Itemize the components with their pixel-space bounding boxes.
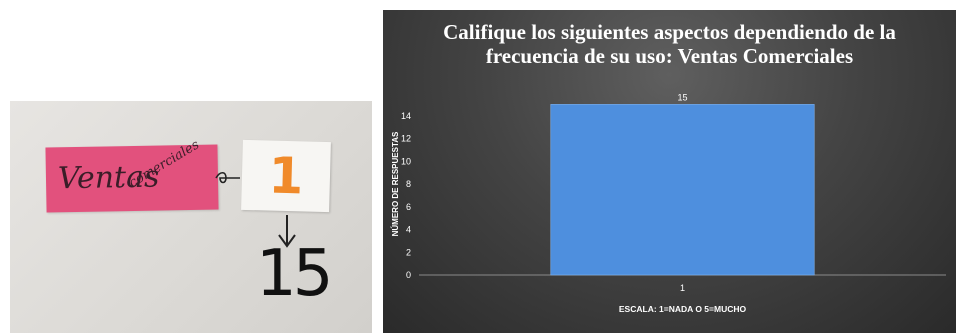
bar-data-label: 15 bbox=[677, 92, 687, 102]
bar bbox=[550, 104, 815, 276]
y-tick-label: 0 bbox=[406, 270, 411, 280]
chart-title: Califique los siguientes aspectos depend… bbox=[443, 20, 896, 68]
handwritten-count: 15 bbox=[256, 237, 333, 311]
y-tick-label: 6 bbox=[406, 202, 411, 212]
bar-chart: 0 2 4 6 8 10 12 14 15 1 ESCALA: 1=NADA O 5=MUCHO NÚ… bbox=[391, 92, 946, 314]
loop-connector-icon bbox=[215, 171, 240, 184]
scale-number-card: 1 bbox=[241, 139, 331, 213]
y-tick-label: 4 bbox=[406, 225, 411, 235]
y-tick-label: 14 bbox=[401, 111, 411, 121]
card-number: 1 bbox=[267, 146, 305, 206]
x-tick-label: 1 bbox=[680, 283, 685, 293]
x-axis-title: ESCALA: 1=NADA O 5=MUCHO bbox=[619, 304, 747, 314]
bar-chart-panel: Califique los siguientes aspectos depend… bbox=[383, 10, 956, 333]
down-arrow-icon bbox=[278, 215, 296, 248]
y-tick-label: 2 bbox=[406, 247, 411, 257]
y-tick-label: 10 bbox=[401, 156, 411, 166]
y-tick-label: 12 bbox=[401, 134, 411, 144]
handwritten-cards-photo: Ventas comerciales 1 15 bbox=[10, 101, 372, 333]
pink-category-card: Ventas comerciales bbox=[45, 137, 219, 213]
y-axis-title: NÚMERO DE RESPUESTAS bbox=[391, 131, 400, 236]
y-tick-label: 8 bbox=[406, 179, 411, 189]
